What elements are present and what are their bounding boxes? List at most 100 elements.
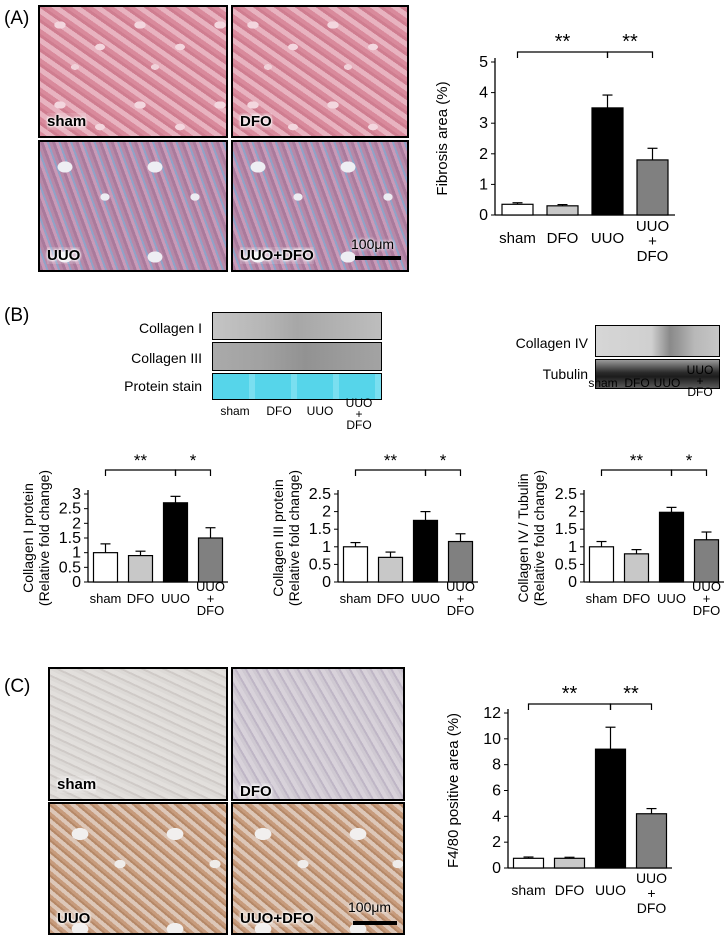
lane-label-uuo-dfo: UUO + DFO xyxy=(345,396,373,432)
y-tick-label: 4 xyxy=(479,85,488,102)
y-tick-label: 1.5 xyxy=(309,521,331,538)
y-tick-label: 1 xyxy=(322,539,331,556)
micrograph-c-sham: sham xyxy=(48,667,228,801)
bar xyxy=(658,511,685,583)
significance-bracket xyxy=(609,703,653,710)
y-axis-label: Collagen I protein(Relative fold change) xyxy=(20,470,52,606)
bar xyxy=(588,546,615,583)
y-tick-label: 0 xyxy=(568,574,577,591)
significance-label: * xyxy=(190,451,197,470)
micrograph-a-uuo: UUO xyxy=(38,140,228,272)
category-label: + xyxy=(703,591,711,606)
category-label: + xyxy=(207,591,215,606)
y-tick-label: 2.5 xyxy=(59,501,81,518)
category-label: sham xyxy=(511,882,545,898)
y-tick-label: 4 xyxy=(492,808,501,825)
category-label: DFO xyxy=(447,603,474,618)
y-axis-label: Fibrosis area (%) xyxy=(434,81,451,195)
chart-collagen-4: 00.511.522.5 Collagen IV / Tubulin(Relati… xyxy=(515,451,724,618)
category-label: DFO xyxy=(637,248,669,265)
significance-label: ** xyxy=(630,451,644,470)
micrograph-a-dfo: DFO xyxy=(231,5,409,138)
micrograph-label: UUO+DFO xyxy=(240,247,314,264)
micrograph-c-dfo: DFO xyxy=(231,667,405,801)
y-tick-label: 8 xyxy=(492,757,501,774)
category-label: + xyxy=(647,885,655,901)
bar xyxy=(512,857,545,869)
bar xyxy=(162,502,189,583)
micrograph-label: UUO xyxy=(47,247,81,264)
category-label: sham xyxy=(586,591,618,606)
significance-label: ** xyxy=(623,683,639,705)
y-tick-label: 0.5 xyxy=(309,556,331,573)
category-label: + xyxy=(457,591,465,606)
lane-label-sham: sham xyxy=(220,404,250,418)
bar xyxy=(501,203,534,216)
category-label: DFO xyxy=(547,230,579,247)
y-tick-label: 1 xyxy=(568,539,577,556)
blot-collagen-1 xyxy=(212,312,382,340)
y-tick-label: 1.5 xyxy=(555,521,577,538)
category-label: DFO xyxy=(127,591,154,606)
y-tick-label: 0 xyxy=(322,574,331,591)
micrograph-a-sham: sham xyxy=(38,5,228,138)
y-tick-label: 2 xyxy=(492,834,501,851)
blot-protein-stain xyxy=(212,373,382,400)
micrograph-label: sham xyxy=(57,776,97,793)
bar xyxy=(636,159,669,216)
bar xyxy=(127,554,154,583)
category-label: sham xyxy=(499,230,536,247)
y-tick-label: 0.5 xyxy=(59,559,81,576)
significance-label: ** xyxy=(622,31,638,53)
bar xyxy=(693,539,720,583)
blot-label-tubulin: Tubulin xyxy=(542,366,588,382)
significance-bracket xyxy=(174,469,212,476)
y-axis-label: Collagen III protein(Relative fold chang… xyxy=(270,470,302,606)
category-label: UUO xyxy=(411,591,440,606)
blot-collagen-4 xyxy=(595,325,720,357)
significance-label: * xyxy=(686,451,693,470)
significance-bracket xyxy=(606,51,654,58)
bar xyxy=(377,556,404,583)
bar xyxy=(412,519,439,583)
blot-label-collagen-3: Collagen III xyxy=(131,350,202,366)
significance-label: ** xyxy=(562,683,578,705)
significance-bracket xyxy=(600,469,673,476)
category-label: UUO xyxy=(196,579,225,594)
category-label: UUO xyxy=(657,591,686,606)
lane-label-dfo: DFO xyxy=(266,404,292,418)
y-axis-label: Collagen IV / Tubulin(Relative fold chan… xyxy=(515,470,547,606)
significance-label: ** xyxy=(384,451,398,470)
significance-label: ** xyxy=(555,31,571,53)
significance-bracket xyxy=(424,469,462,476)
blot-label-collagen-1: Collagen I xyxy=(138,320,202,336)
y-axis-label: F4/80 positive area (%) xyxy=(445,713,462,868)
category-label: DFO xyxy=(197,603,224,618)
y-tick-label: 10 xyxy=(483,731,501,748)
chart-f480: 0 2 4 6 8 10 12 F4/80 positive area (%) sham DFO U… xyxy=(445,683,672,916)
y-tick-label: 0 xyxy=(72,574,81,591)
y-tick-label: 3 xyxy=(479,115,488,132)
category-label: sham xyxy=(340,591,372,606)
bar xyxy=(623,553,650,583)
significance-label: ** xyxy=(134,451,148,470)
y-tick-label: 0 xyxy=(479,207,488,224)
y-tick-label: 2.5 xyxy=(555,486,577,503)
category-label: UUO xyxy=(692,579,721,594)
category-label: DFO xyxy=(623,591,650,606)
category-label: + xyxy=(648,233,657,250)
y-tick-label: 5 xyxy=(479,54,488,71)
category-label: UUO xyxy=(446,579,475,594)
bar xyxy=(447,540,474,583)
scale-bar-label: 100μm xyxy=(348,899,392,915)
chart-collagen-3: 00.511.522.5 Collagen III protein(Relativ… xyxy=(270,451,478,618)
blot-tubulin xyxy=(595,359,720,389)
bar xyxy=(546,205,579,216)
y-tick-label: 1 xyxy=(479,176,488,193)
bar xyxy=(342,546,369,583)
scale-bar-label: 100μm xyxy=(351,236,395,252)
panel-label-b: (B) xyxy=(4,305,30,326)
bar xyxy=(92,552,119,583)
bar xyxy=(594,748,627,869)
